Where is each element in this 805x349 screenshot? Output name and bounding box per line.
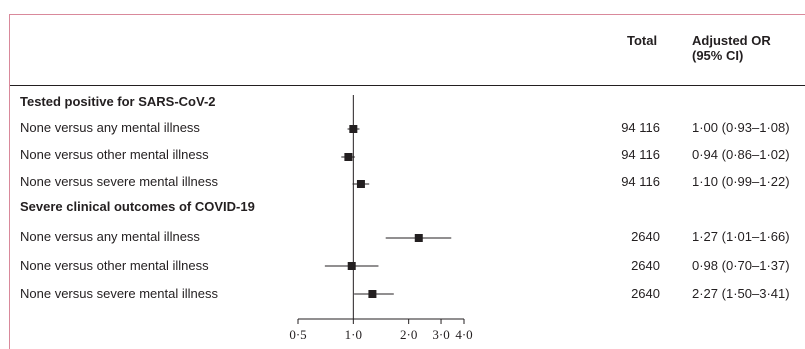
x-axis-tick-label: 3·0 <box>432 327 449 342</box>
row-total: 2640 <box>631 229 660 244</box>
row-adjusted-or: 1·27 (1·01–1·66) <box>692 229 790 244</box>
row-adjusted-or: 0·98 (0·70–1·37) <box>692 258 790 273</box>
row-adjusted-or: 0·94 (0·86–1·02) <box>692 147 790 162</box>
x-axis-tick-label: 0·5 <box>289 327 306 342</box>
row-total: 2640 <box>631 258 660 273</box>
point-estimate <box>356 180 365 188</box>
point-estimate <box>347 262 356 270</box>
section-title-severe-outcomes: Severe clinical outcomes of COVID-19 <box>20 199 255 214</box>
row-total: 94 116 <box>621 120 660 135</box>
point-estimate <box>414 234 423 242</box>
point-estimate <box>349 125 358 133</box>
row-label: None versus other mental illness <box>20 258 209 273</box>
row-total: 2640 <box>631 286 660 301</box>
row-label: None versus severe mental illness <box>20 286 218 301</box>
frame-top-border <box>9 14 805 15</box>
section-title-tested-positive: Tested positive for SARS-CoV-2 <box>20 94 216 109</box>
column-header-adjusted-or: Adjusted OR (95% CI) <box>692 33 802 63</box>
x-axis-tick-label: 4·0 <box>455 327 472 342</box>
column-header-total: Total <box>627 33 658 48</box>
row-label: None versus any mental illness <box>20 229 200 244</box>
column-header-adjusted-or-line2: (95% CI) <box>692 48 744 63</box>
row-adjusted-or: 2·27 (1·50–3·41) <box>692 286 790 301</box>
row-label: None versus other mental illness <box>20 147 209 162</box>
frame-left-border <box>9 14 10 349</box>
row-total: 94 116 <box>621 174 660 189</box>
row-adjusted-or: 1·00 (0·93–1·08) <box>692 120 790 135</box>
x-axis-tick-label: 1·0 <box>345 327 362 342</box>
row-label: None versus any mental illness <box>20 120 200 135</box>
row-adjusted-or: 1·10 (0·99–1·22) <box>692 174 790 189</box>
point-estimate <box>368 290 377 298</box>
column-header-adjusted-or-line1: Adjusted OR <box>692 33 771 48</box>
point-estimate <box>344 153 353 161</box>
x-axis-tick-label: 2·0 <box>400 327 417 342</box>
row-label: None versus severe mental illness <box>20 174 218 189</box>
header-rule <box>10 85 805 86</box>
row-total: 94 116 <box>621 147 660 162</box>
